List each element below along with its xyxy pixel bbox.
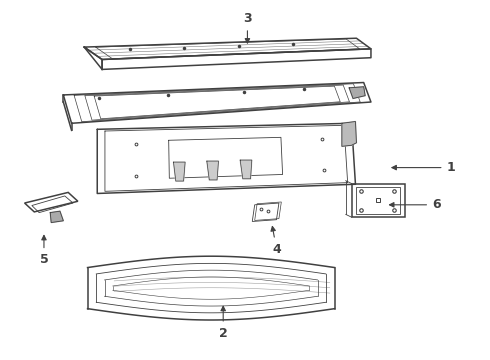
Text: 3: 3 — [243, 12, 252, 43]
Text: 1: 1 — [392, 161, 455, 174]
Bar — [356, 187, 400, 214]
Polygon shape — [349, 87, 365, 99]
Text: 2: 2 — [219, 306, 227, 339]
Text: 5: 5 — [40, 235, 49, 266]
Text: 4: 4 — [271, 226, 281, 256]
Polygon shape — [207, 161, 219, 180]
Polygon shape — [50, 211, 63, 222]
Polygon shape — [342, 122, 356, 146]
Polygon shape — [173, 162, 185, 181]
Text: 6: 6 — [390, 198, 441, 211]
Polygon shape — [240, 160, 252, 179]
Bar — [352, 184, 405, 217]
